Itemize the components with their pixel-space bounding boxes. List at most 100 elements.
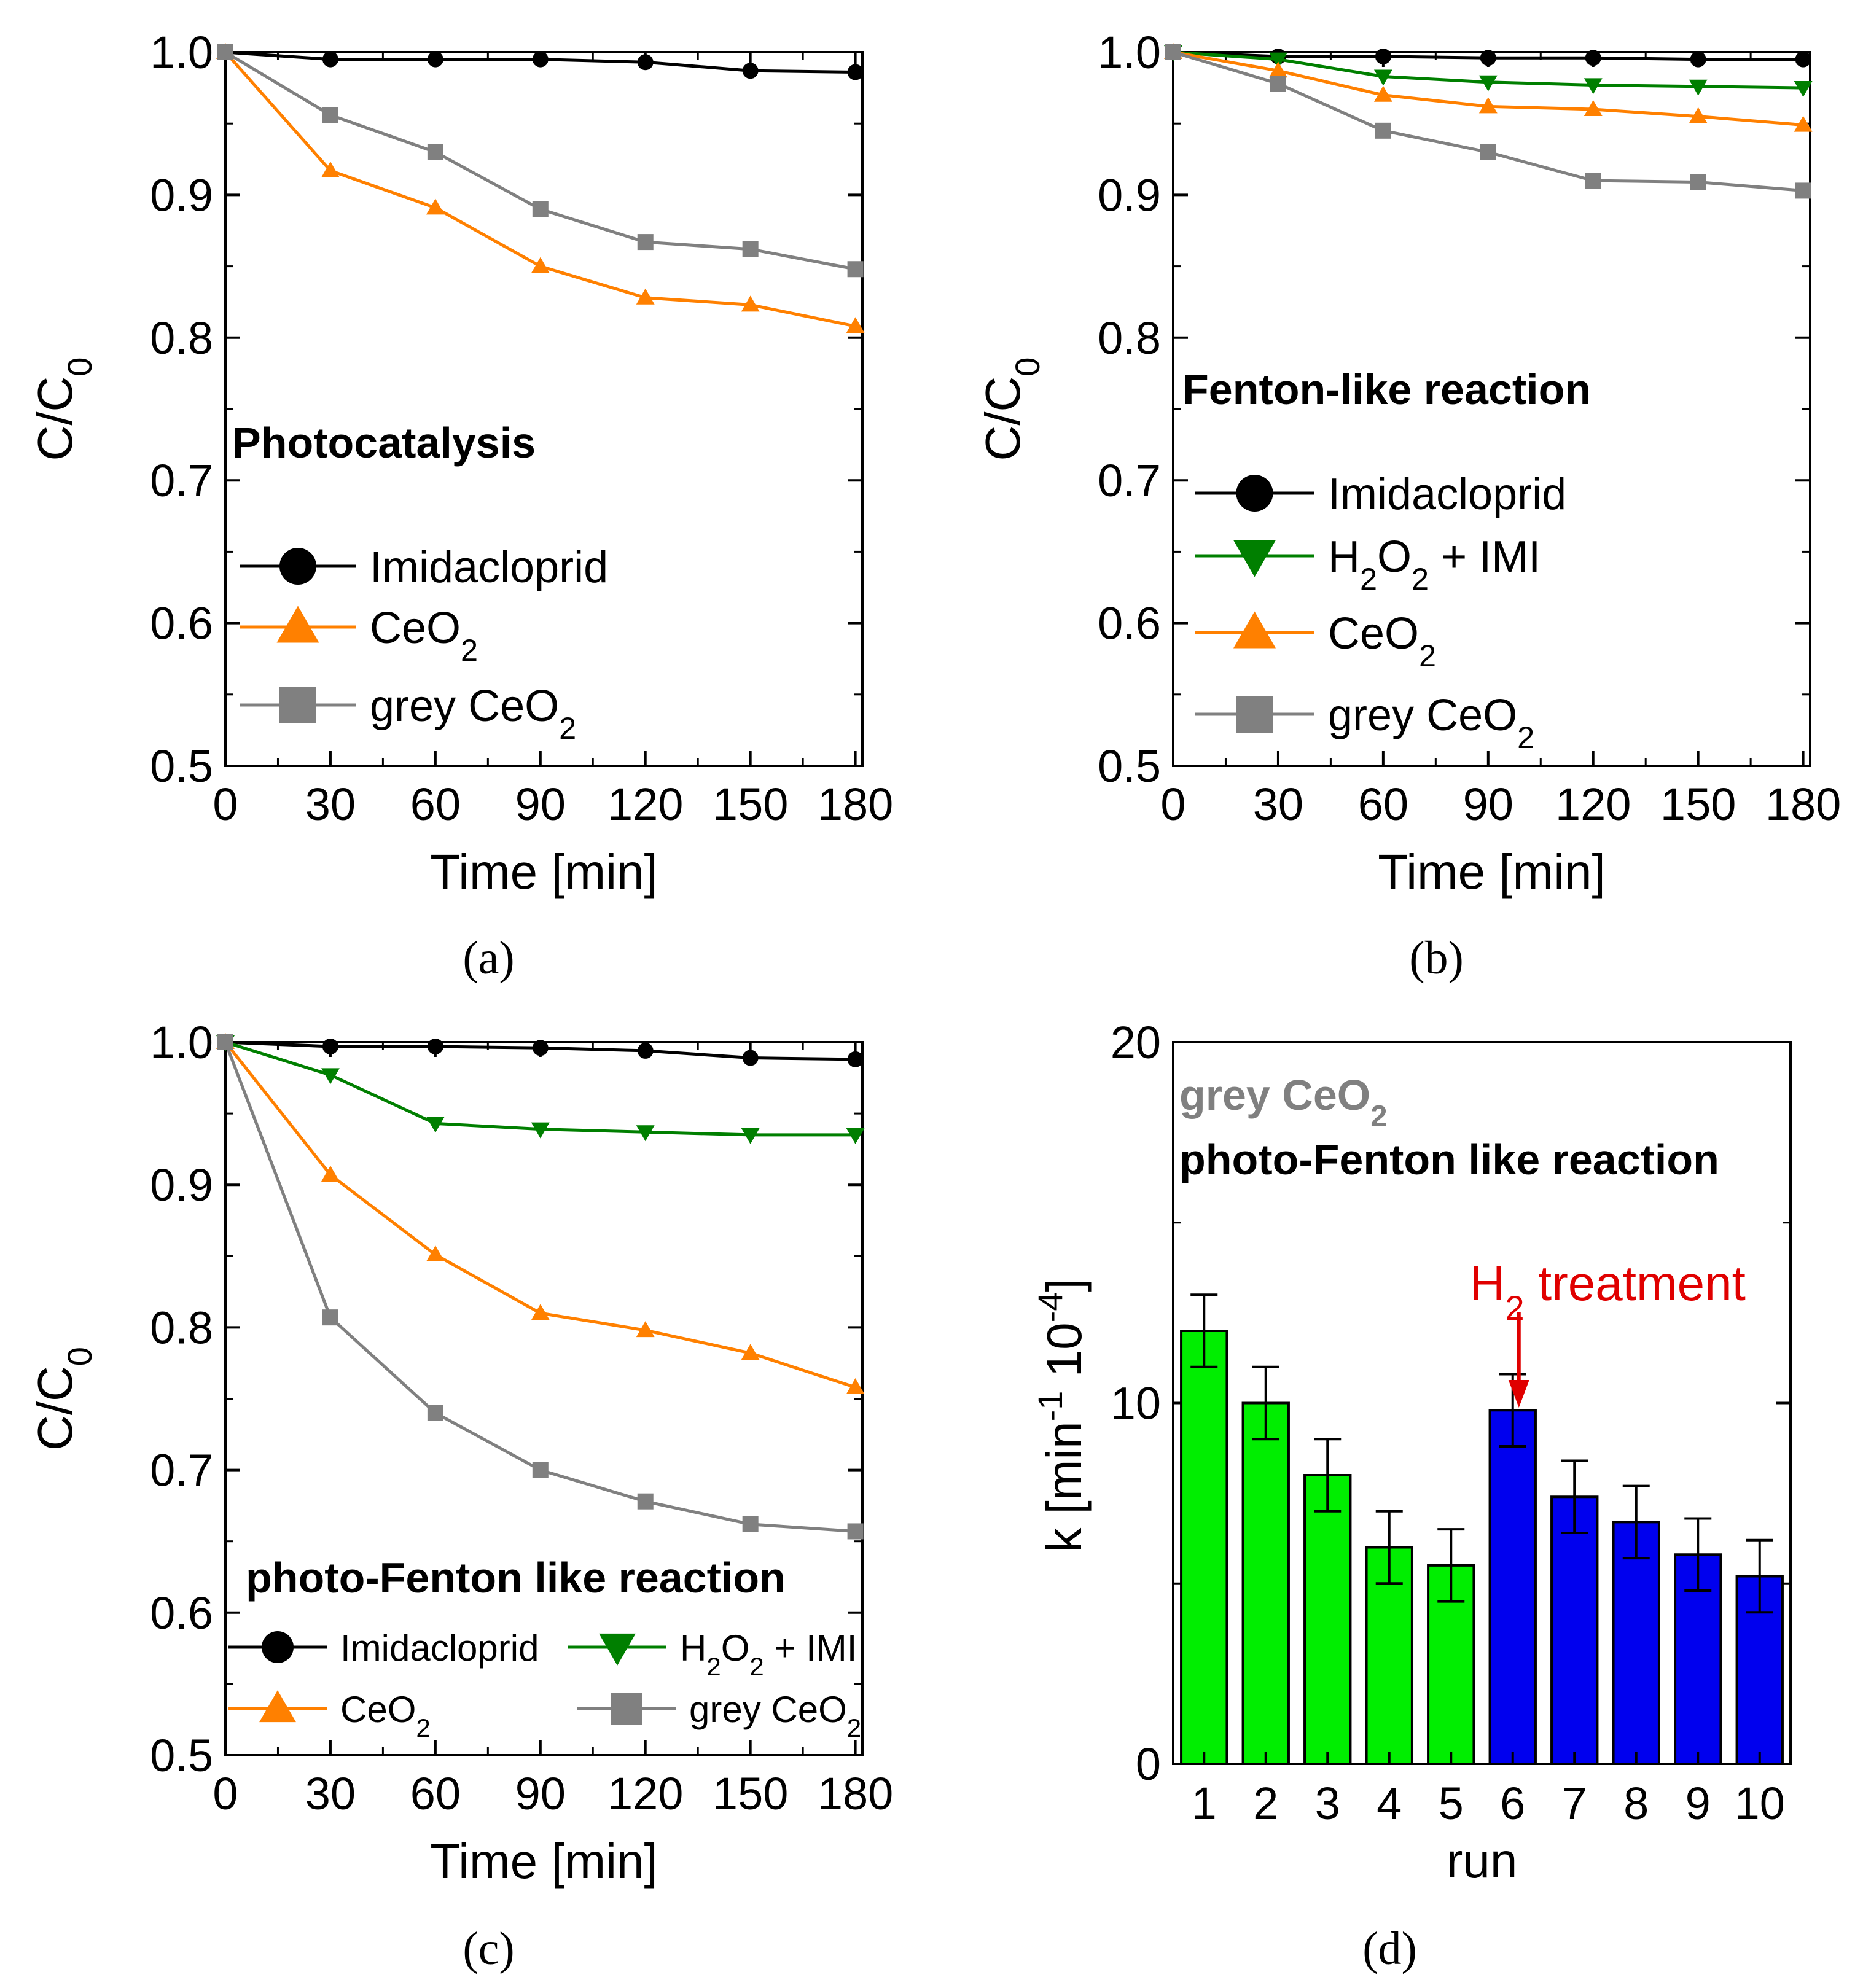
x-tick-label: 60 <box>410 1768 461 1819</box>
data-point-imi <box>637 1042 654 1059</box>
legend-label-grey-part-1: 2 <box>559 711 576 746</box>
legend-label-ceo2: CeO2 <box>340 1689 431 1742</box>
legend-label-h2o2: H2O2 + IMI <box>680 1627 857 1681</box>
data-point-ceo2 <box>1478 97 1498 114</box>
data-point-grey <box>427 144 443 160</box>
y-tick-label: 0.8 <box>150 1302 213 1353</box>
legend-label-h2o2-part-3: 2 <box>749 1652 764 1681</box>
y-tick-label: 0 <box>1136 1739 1161 1790</box>
plot-subtitle: grey CeO2 <box>1179 1071 1388 1133</box>
y-tick-label: 0.5 <box>150 741 213 792</box>
legend-label-ceo2-part-0: CeO <box>370 604 461 653</box>
data-point-grey <box>637 1493 654 1510</box>
data-point-ceo2 <box>1584 100 1603 117</box>
data-point-grey <box>637 234 654 251</box>
data-point-h2o2 <box>531 1122 550 1139</box>
data-point-ceo2 <box>1268 61 1287 78</box>
y-tick-label: 0.6 <box>150 1588 213 1639</box>
data-point-grey <box>1270 76 1286 92</box>
data-point-h2o2 <box>1689 79 1708 96</box>
y-axis-label-part-2: 10 <box>1037 1322 1092 1390</box>
x-tick-label: 30 <box>305 779 356 830</box>
x-tick-label: 120 <box>1555 779 1631 830</box>
annotation-arrow-head <box>1508 1380 1529 1408</box>
y-tick-label: 0.8 <box>150 313 213 364</box>
data-point-ceo2 <box>426 198 445 215</box>
legend-label-imi: Imidacloprid <box>1328 470 1566 519</box>
annotation-text-part-1: 2 <box>1506 1288 1525 1327</box>
x-axis-label: Time [min] <box>430 844 657 899</box>
data-point-imi <box>532 1040 549 1056</box>
y-axis-label-part-1: 0 <box>60 1347 99 1366</box>
data-point-grey <box>1795 182 1811 199</box>
y-tick-label: 0.5 <box>1098 741 1161 792</box>
x-tick-label: 30 <box>305 1768 356 1819</box>
legend-label-h2o2-part-0: H <box>680 1627 706 1669</box>
legend-label-grey-part-1: 2 <box>847 1713 861 1742</box>
y-tick-label: 0.6 <box>1098 598 1161 649</box>
bar-run-6 <box>1488 1409 1537 1765</box>
y-axis-label-part-1: 0 <box>60 357 99 376</box>
legend-label-imi-part-0: Imidacloprid <box>340 1627 539 1669</box>
legend-label-ceo2: CeO2 <box>370 604 478 668</box>
data-point-imi <box>427 51 443 68</box>
legend-label-ceo2-part-1: 2 <box>416 1713 430 1742</box>
legend-label-grey: grey CeO2 <box>689 1689 861 1742</box>
data-point-imi <box>322 1038 338 1054</box>
y-axis-label-part-4: ] <box>1037 1278 1092 1292</box>
legend-label-h2o2-part-2: O <box>721 1627 750 1669</box>
data-point-imi <box>322 51 338 68</box>
legend-marker-ceo2 <box>259 1690 296 1723</box>
data-point-ceo2 <box>531 1304 550 1320</box>
data-point-imi <box>742 1050 759 1066</box>
data-point-grey <box>1480 144 1496 160</box>
plot-title: Fenton-like reaction <box>1182 365 1591 413</box>
data-point-h2o2 <box>321 1068 340 1085</box>
x-tick-label: 180 <box>818 1768 893 1819</box>
annotation-text: H2 treatment <box>1470 1256 1746 1327</box>
plot-subtitle-part-0: grey CeO <box>1179 1071 1370 1119</box>
data-point-ceo2 <box>636 1321 655 1338</box>
bar-run-3 <box>1303 1474 1352 1765</box>
data-point-h2o2 <box>1373 69 1392 86</box>
legend-marker-h2o2 <box>599 1633 636 1666</box>
data-point-ceo2 <box>321 1165 340 1182</box>
data-point-imi <box>532 51 549 68</box>
annotation-text-part-0: H <box>1470 1256 1506 1311</box>
data-point-grey <box>847 1523 864 1540</box>
y-tick-label: 20 <box>1111 1017 1161 1068</box>
y-tick-label: 0.7 <box>150 1445 213 1496</box>
legend-label-ceo2-part-1: 2 <box>461 633 478 668</box>
panel-label: (d) <box>1362 1923 1417 1974</box>
data-point-ceo2 <box>846 1378 865 1394</box>
x-tick-label: 0 <box>213 779 238 830</box>
x-tick-label: 30 <box>1253 779 1303 830</box>
y-axis-label-part-0: k [min <box>1037 1421 1092 1552</box>
annotation-text-part-2 <box>1525 1256 1538 1311</box>
legend-label-grey-part-0: grey CeO <box>1328 691 1517 740</box>
data-point-grey <box>742 1516 759 1532</box>
legend-marker-imi <box>262 1631 294 1663</box>
legend-label-imi-part-0: Imidacloprid <box>370 543 608 592</box>
y-tick-label: 0.8 <box>1098 313 1161 364</box>
x-tick-label: 150 <box>713 1768 788 1819</box>
x-axis-label: Time [min] <box>1378 844 1605 899</box>
legend-label-h2o2-part-2: O <box>1377 532 1412 582</box>
x-tick-label: 120 <box>607 1768 683 1819</box>
x-tick-label: 10 <box>1735 1778 1785 1829</box>
data-point-grey <box>847 261 864 278</box>
x-tick-label: 90 <box>515 779 566 830</box>
data-point-grey <box>1585 173 1601 189</box>
data-point-ceo2 <box>846 317 865 333</box>
legend-marker-grey <box>1236 696 1273 733</box>
data-point-ceo2 <box>531 257 550 273</box>
data-point-h2o2 <box>1268 52 1287 69</box>
x-tick-label: 90 <box>515 1768 566 1819</box>
data-point-grey <box>217 44 233 60</box>
x-axis-label: run <box>1447 1833 1518 1888</box>
legend-label-imi: Imidacloprid <box>370 543 608 592</box>
data-point-ceo2 <box>636 288 655 305</box>
data-point-ceo2 <box>426 1245 445 1262</box>
y-axis-label: k [min-1 10-4] <box>1031 1278 1092 1552</box>
data-point-ceo2 <box>1373 85 1392 102</box>
